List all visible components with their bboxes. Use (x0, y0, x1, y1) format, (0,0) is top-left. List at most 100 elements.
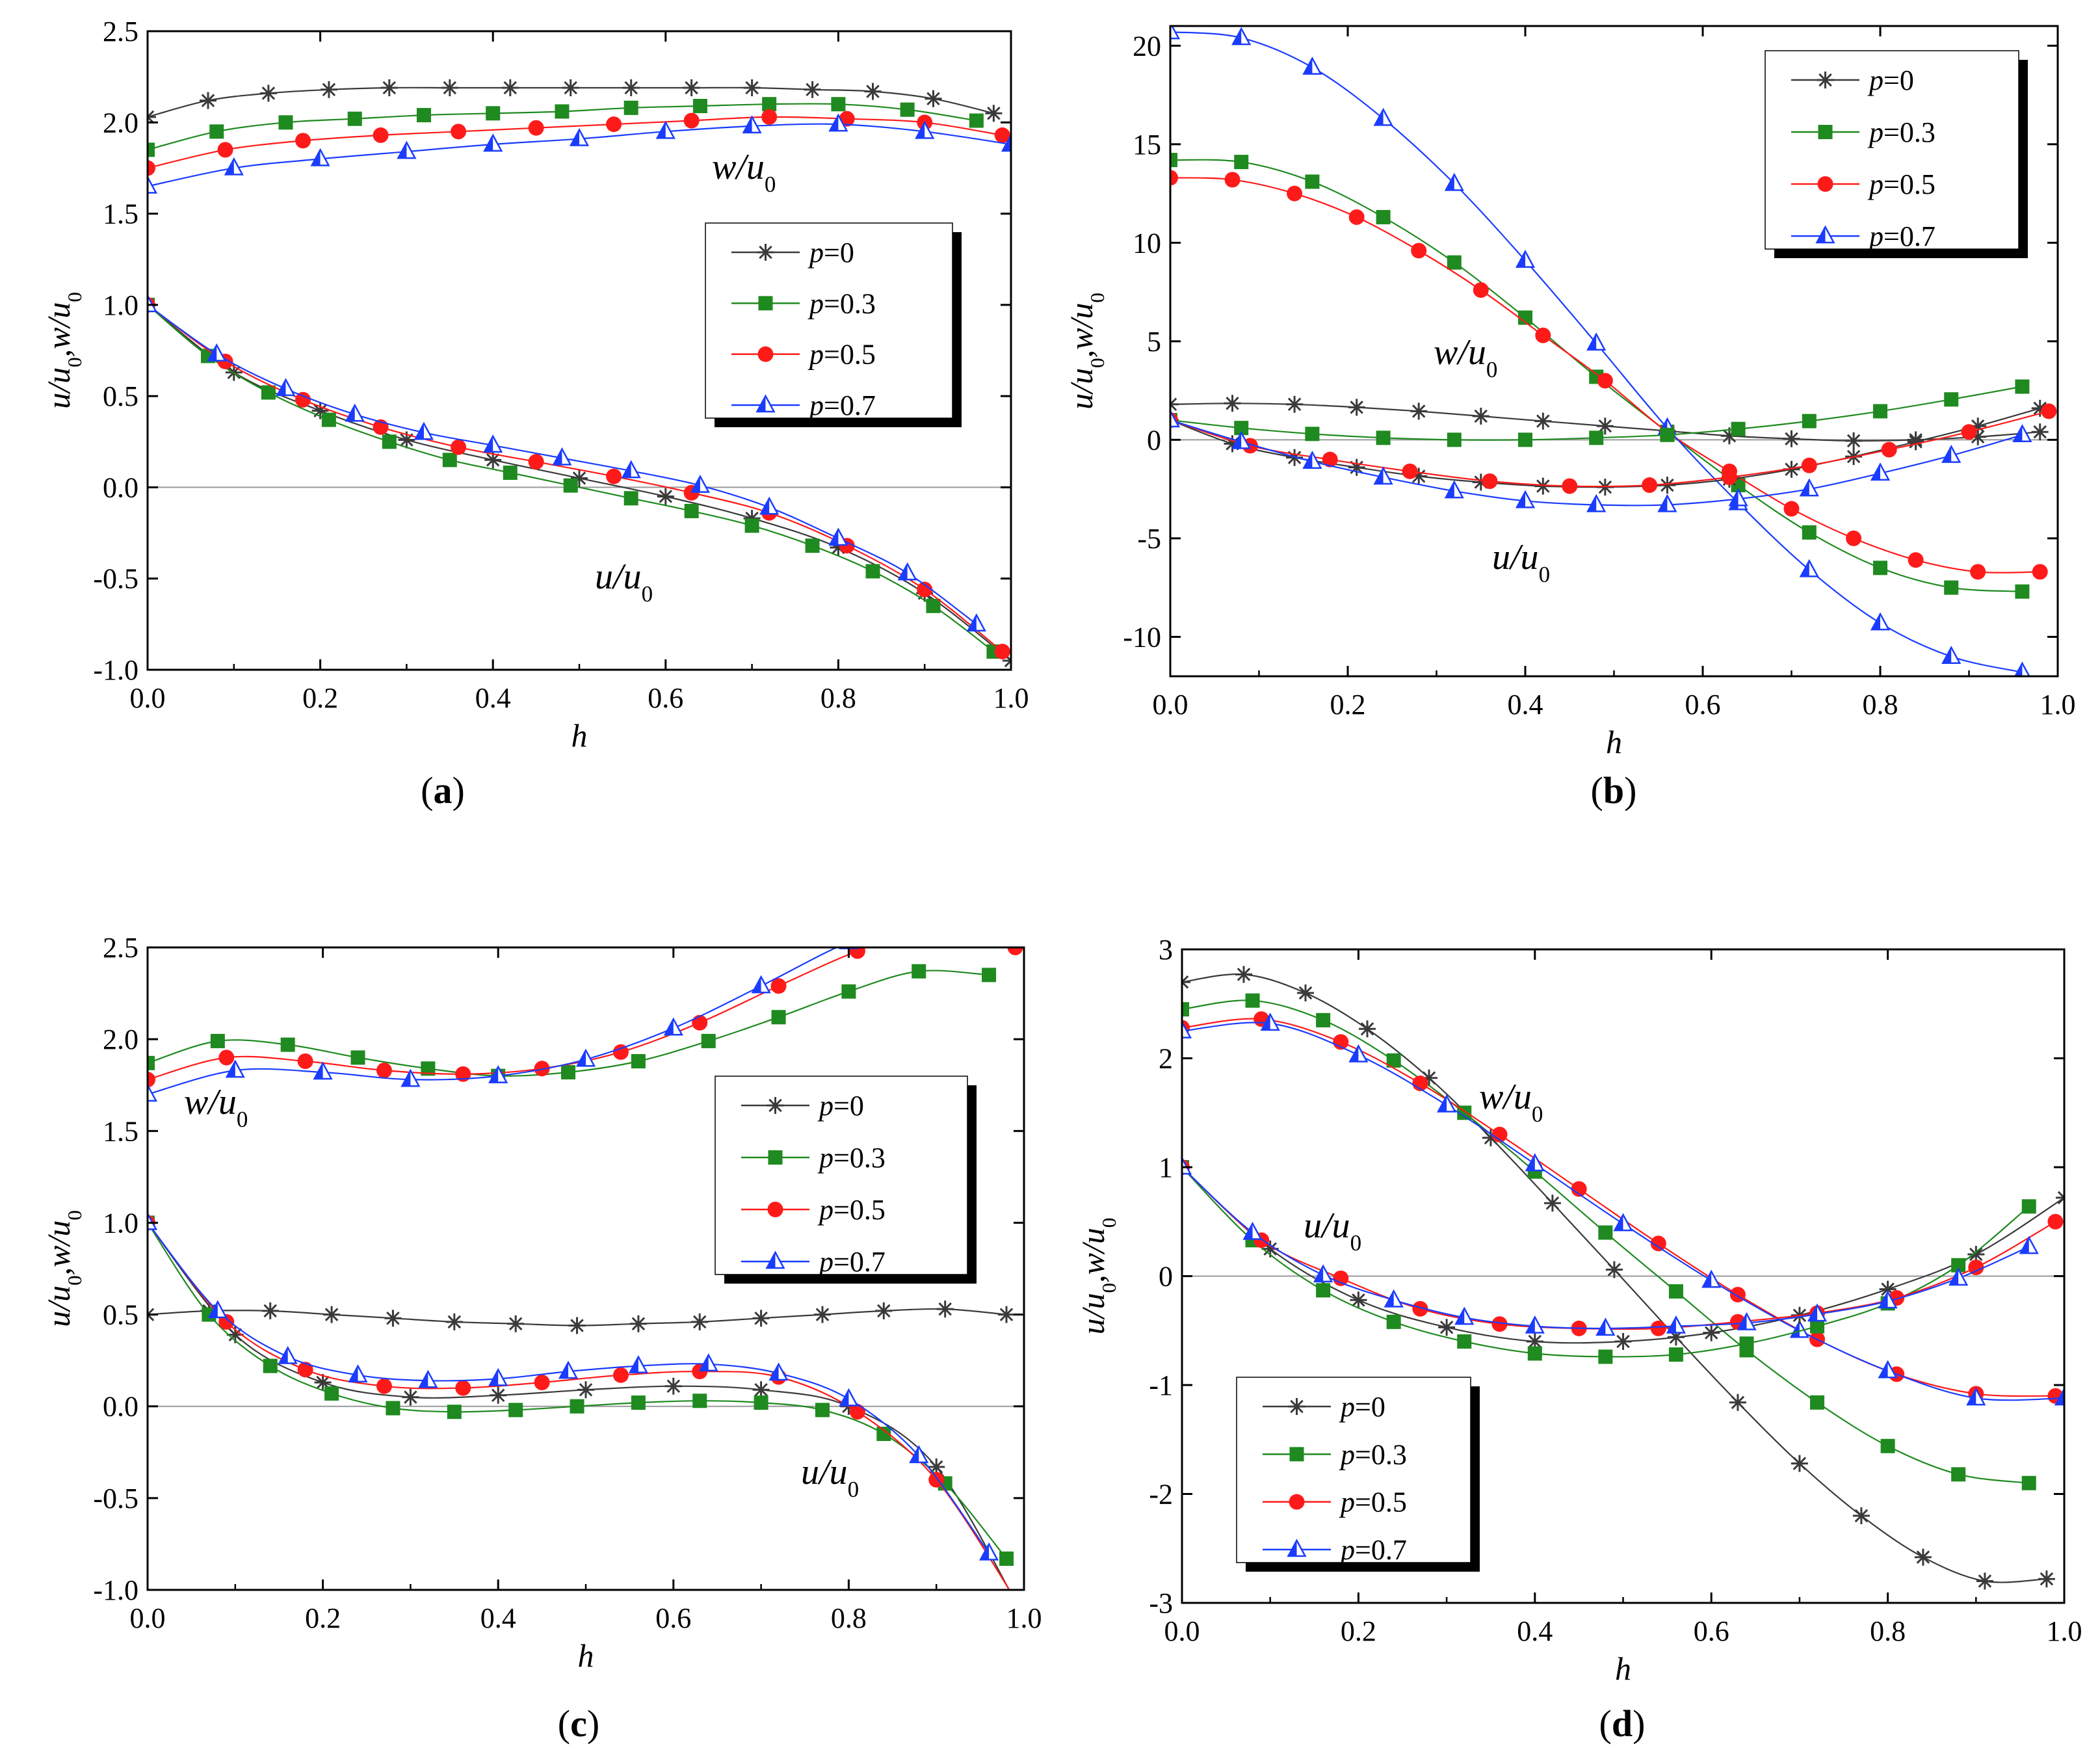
data-point (623, 491, 638, 506)
marker-fill-half (415, 423, 424, 440)
data-point (1525, 1153, 1545, 1172)
data-point (1287, 185, 1303, 202)
x-tick-label: 0.2 (1330, 689, 1366, 720)
marker-fill-half (743, 116, 752, 133)
marker-fill-half (757, 396, 766, 412)
data-point (210, 1033, 225, 1048)
data-point (207, 343, 227, 362)
data-point (936, 1301, 954, 1318)
x-tick-label: 0.4 (480, 1602, 516, 1634)
data-point (606, 468, 622, 484)
y-tick-label: -10 (1123, 621, 1161, 653)
legend-box (705, 222, 953, 419)
marker-fill-half (277, 379, 286, 395)
marker-outline (839, 947, 859, 949)
data-point (1562, 478, 1578, 494)
y-tick-label: 1 (1159, 1152, 1173, 1183)
data-point (1870, 612, 1891, 631)
marker-fill-half (1526, 1317, 1535, 1333)
data-point (1881, 442, 1897, 458)
marker-fill-half (767, 1252, 776, 1268)
x-tick-label: 0.8 (820, 682, 856, 714)
data-point (1182, 1156, 1192, 1175)
y-tick-label: 2.5 (103, 932, 138, 964)
data-point (1966, 1387, 1986, 1406)
legend-marker (757, 346, 774, 362)
data-point (1001, 133, 1011, 152)
data-point (1170, 170, 1178, 186)
x-tick-label: 1.0 (2047, 1615, 2082, 1647)
legend-marker (1288, 1398, 1306, 1415)
data-point (814, 1306, 831, 1323)
marker-fill-half (1588, 334, 1597, 350)
plot-area (1182, 966, 2064, 1590)
data-point (209, 124, 224, 139)
legend: p=0 p=0.3 p=0.5 p=0.7 (1765, 50, 2028, 258)
data-point (310, 148, 330, 166)
legend-box (1236, 1377, 1471, 1563)
data-point (345, 403, 365, 422)
x-axis-label: h (578, 1637, 594, 1674)
marker-fill-half (916, 122, 925, 139)
legend-entry: p=0.7 (817, 1246, 886, 1278)
chart-panel-d: 0.0 0.2 0.4 0.6 0.8 1.0 -3 -2 -1 0 1 2 3 h u/u0,w/u0 w/… (1075, 934, 2082, 1745)
series-line (1182, 1167, 2064, 1344)
data-point (261, 385, 276, 400)
data-point (1543, 1195, 1561, 1212)
data-point (1666, 1315, 1687, 1334)
data-point (1846, 530, 1862, 546)
data-point (2031, 423, 2049, 441)
data-point (503, 465, 518, 480)
marker-fill-half (1261, 1014, 1270, 1030)
data-point (985, 105, 1003, 122)
data-point (483, 434, 503, 453)
data-point (1976, 1572, 1993, 1590)
data-point (928, 1458, 945, 1475)
data-point (805, 538, 820, 553)
chart-panel-c: 0.0 0.2 0.4 0.6 0.8 1.0 -1.0 -0.5 0.0 0.5 1.0 1.5 2.… (40, 902, 1042, 1745)
data-point (1447, 432, 1462, 447)
data-point (1472, 473, 1490, 491)
data-point (1969, 417, 1987, 435)
data-point (1737, 1312, 1757, 1330)
legend-entry: p=0.5 (1867, 168, 1936, 200)
data-point (1880, 1438, 1895, 1453)
data-point (2014, 661, 2030, 676)
data-point (1728, 488, 1748, 507)
x-axis-label: h (571, 717, 588, 754)
marker-outline (1182, 1156, 1192, 1175)
data-point (928, 902, 945, 918)
data-point (1596, 417, 1614, 435)
marker-fill-half (1438, 1096, 1447, 1112)
marker-fill-half (484, 135, 493, 151)
data-point (278, 1345, 298, 1364)
data-point (563, 478, 578, 493)
x-tick-label: 0.8 (831, 1602, 867, 1634)
data-point (1359, 1020, 1376, 1038)
data-point (1224, 172, 1240, 188)
data-point (148, 142, 155, 157)
marker-fill-half (629, 1356, 638, 1373)
data-point (2015, 584, 2030, 599)
data-point (297, 1053, 313, 1070)
data-point (839, 947, 859, 949)
marker-fill-half (1703, 1271, 1712, 1288)
series-line (1170, 410, 2049, 488)
data-point (1305, 174, 1320, 189)
data-point (1535, 327, 1551, 343)
data-point (1802, 525, 1817, 540)
data-point (1231, 430, 1252, 449)
marker-fill-half (139, 1085, 148, 1101)
data-point (1586, 494, 1607, 512)
data-point (1613, 1213, 1633, 1232)
data-point (1297, 984, 1314, 1001)
marker-fill-half (490, 1066, 499, 1083)
marker-fill-half (1162, 23, 1170, 38)
marker-fill-half (1800, 561, 1809, 577)
data-point (1224, 395, 1241, 412)
marker-fill-half (349, 1366, 358, 1382)
marker-fill-half (980, 1544, 990, 1560)
legend: p=0 p=0.3 p=0.5 p=0.7 (1236, 1377, 1480, 1572)
data-point (691, 1313, 709, 1330)
y-tick-label: -1.0 (93, 654, 138, 686)
